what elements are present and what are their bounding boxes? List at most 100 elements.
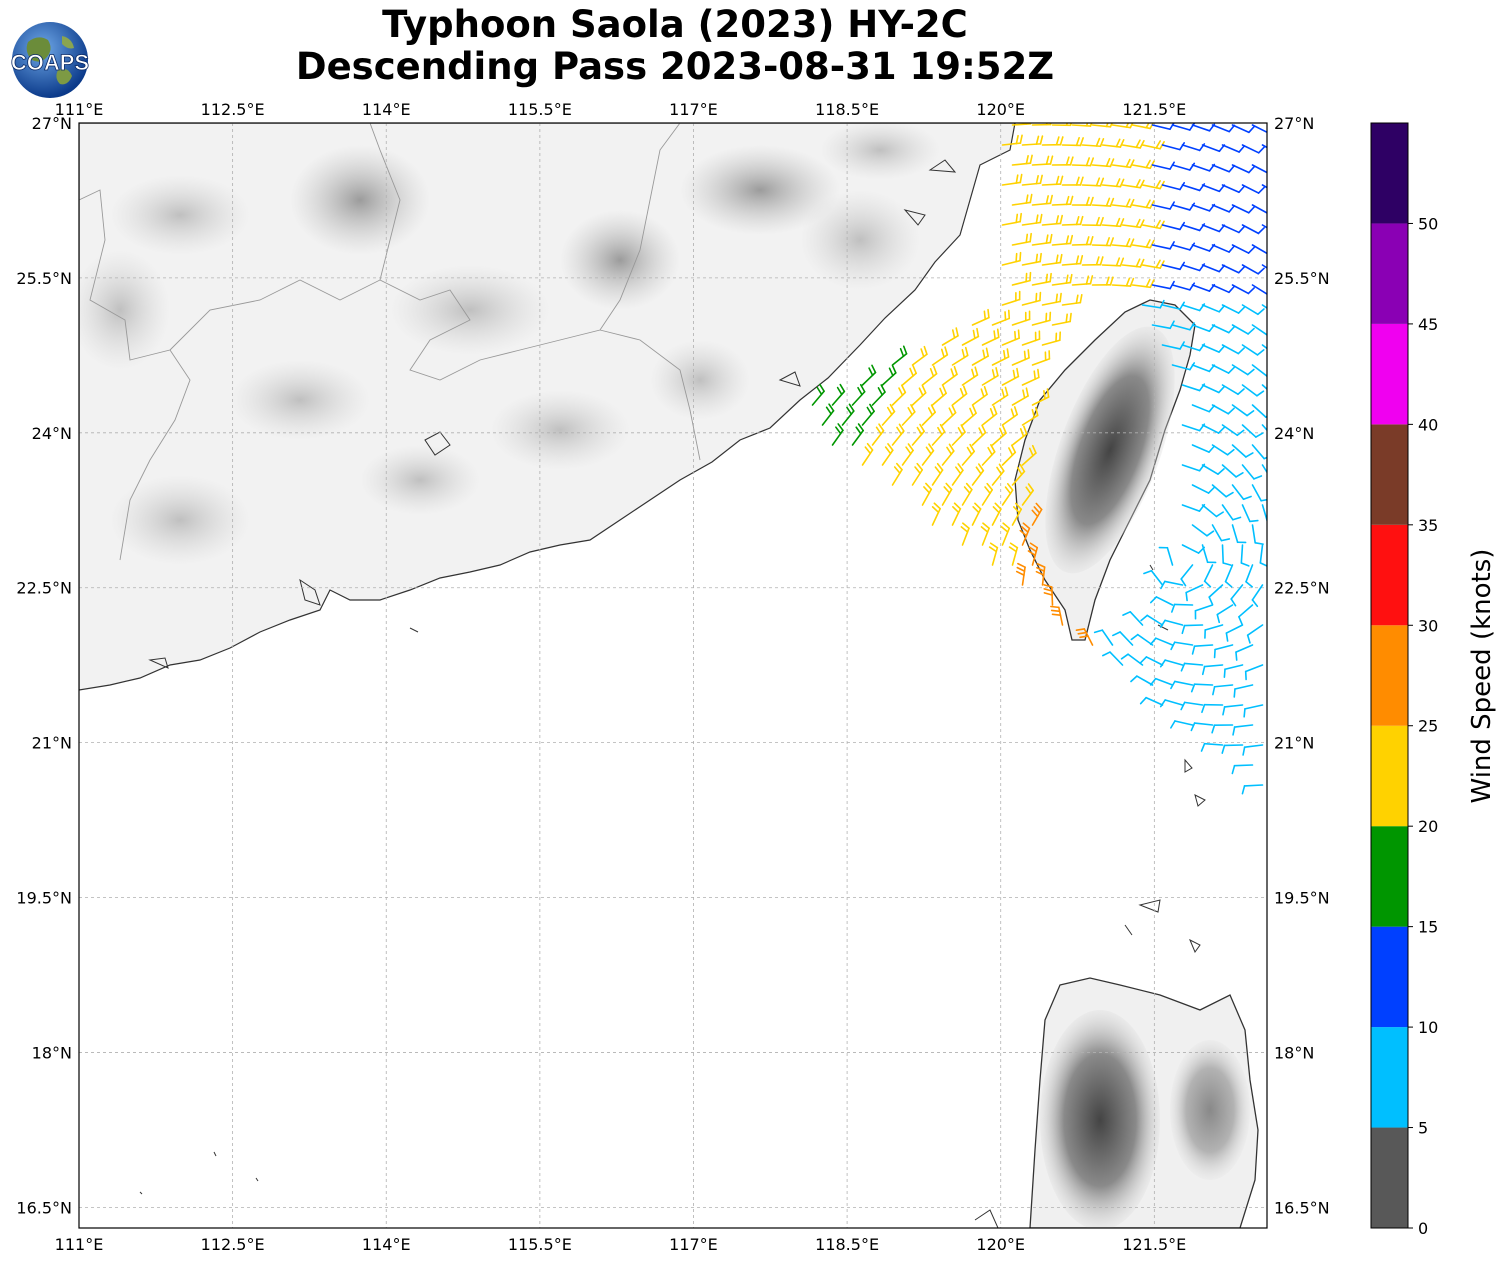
wind-barb: [1021, 213, 1043, 226]
wind-barb: [1075, 628, 1094, 646]
wind-barb: [1216, 604, 1234, 624]
wind-barb: [1031, 194, 1053, 206]
wind-barb: [1035, 562, 1046, 586]
wind-barb: [991, 348, 1010, 366]
figure-title: Typhoon Saola (2023) HY-2C Descending Pa…: [0, 4, 1350, 88]
wind-barb: [1041, 136, 1064, 146]
wind-barb: [1160, 580, 1184, 590]
lat-label-left: 22.5°N: [16, 579, 72, 598]
title-line-1: Typhoon Saola (2023) HY-2C: [382, 3, 968, 46]
wind-barb: [891, 345, 908, 366]
lat-label-right: 22.5°N: [1274, 579, 1330, 598]
wind-barb: [1181, 624, 1204, 635]
wind-barb: [1221, 744, 1244, 754]
wind-barb: [1221, 184, 1246, 194]
wind-barb: [1171, 322, 1196, 331]
wind-barb: [1231, 324, 1255, 335]
wind-barb: [1091, 197, 1115, 207]
wind-barb: [1031, 388, 1050, 406]
wind-barb: [1159, 659, 1184, 668]
wind-barb: [1251, 484, 1267, 502]
wind-barb: [911, 384, 927, 406]
taiwan-terrain: [1045, 326, 1175, 574]
wind-barb: [961, 405, 977, 426]
wind-barb: [1231, 484, 1252, 501]
lon-label-top: 114°E: [362, 100, 411, 119]
wind-barb: [961, 327, 980, 346]
wind-barb: [1051, 234, 1074, 246]
wind-barb: [851, 423, 865, 446]
wind-barb: [881, 443, 894, 466]
wind-barb: [1161, 142, 1186, 151]
wind-barb: [1091, 237, 1114, 247]
small-islands: [974, 564, 1206, 1228]
wind-barb: [931, 346, 949, 366]
colorbar-bins: [1371, 123, 1408, 1228]
wind-barb: [1224, 564, 1234, 588]
wind-barb: [1011, 232, 1032, 246]
wind-barb: [1021, 330, 1041, 346]
wind-barb: [1161, 301, 1185, 310]
wind-barb: [871, 384, 886, 406]
lat-label-left: 24°N: [32, 424, 72, 443]
wind-barb: [1081, 216, 1104, 227]
colorbar-tick-label: 40: [1418, 415, 1438, 434]
wind-barb: [861, 364, 877, 386]
colorbar-bin: [1371, 1127, 1408, 1228]
wind-barb: [1190, 722, 1214, 732]
wind-barb: [1001, 444, 1017, 466]
wind-barb: [1021, 483, 1034, 506]
colorbar-label: Wind Speed (knots): [1467, 549, 1497, 804]
wind-barb: [1230, 584, 1244, 607]
wind-barb: [1191, 404, 1216, 413]
wind-barb: [1201, 264, 1226, 273]
wind-barb: [1101, 651, 1124, 666]
wind-barb: [1191, 644, 1214, 655]
wind-barb: [1131, 239, 1155, 249]
wind-barb: [1140, 614, 1164, 626]
wind-barb: [1159, 619, 1184, 628]
luzon-terrain: [1040, 1010, 1160, 1228]
latitude-labels-left: 27°N 25.5°N 24°N 22.5°N 21°N 19.5°N 18°N 16.5°N: [16, 114, 72, 1217]
wind-barb: [1204, 624, 1224, 639]
wind-barb: [1191, 484, 1216, 494]
wind-barb: [991, 309, 1011, 326]
wind-barb: [1231, 364, 1255, 376]
wind-barb: [961, 443, 976, 466]
wind-barb: [821, 403, 835, 426]
globe-logo-icon: COAPS: [10, 22, 90, 98]
map-plot-area: [78, 122, 1268, 1229]
wind-barb: [1122, 610, 1144, 626]
wind-barb: [1231, 444, 1254, 458]
wind-barb: [1180, 701, 1204, 711]
wind-barb: [1201, 344, 1226, 353]
wind-barb: [1021, 291, 1042, 306]
lat-label-right: 16.5°N: [1274, 1198, 1330, 1217]
wind-barb: [1121, 258, 1145, 268]
wind-barb: [901, 443, 914, 466]
lat-label-right: 27°N: [1274, 114, 1314, 133]
wind-barb: [1031, 350, 1051, 366]
wind-barb: [961, 366, 979, 386]
terrain-shading: [79, 123, 940, 565]
wind-barb: [1221, 144, 1246, 153]
wind-barb: [971, 386, 988, 406]
lat-label-right: 21°N: [1274, 734, 1314, 753]
wind-barb: [1001, 134, 1023, 146]
wind-barb: [960, 522, 970, 546]
wind-barb: [1101, 217, 1125, 228]
wind-barb: [1008, 542, 1019, 566]
wind-barb: [1211, 524, 1231, 542]
colorbar-tick-label: 5: [1418, 1119, 1428, 1138]
wind-barb: [831, 383, 846, 406]
gridlines: [79, 123, 1267, 1228]
wind-barb: [1031, 233, 1053, 246]
colorbar-bin: [1371, 323, 1408, 425]
wind-barb: [881, 403, 896, 426]
wind-barb: [981, 444, 996, 466]
wind-barb: [1261, 184, 1267, 189]
lat-label-right: 18°N: [1274, 1043, 1314, 1062]
wind-barb: [1261, 144, 1267, 149]
wind-barb: [1221, 304, 1246, 314]
wind-barbs: [811, 123, 1267, 795]
